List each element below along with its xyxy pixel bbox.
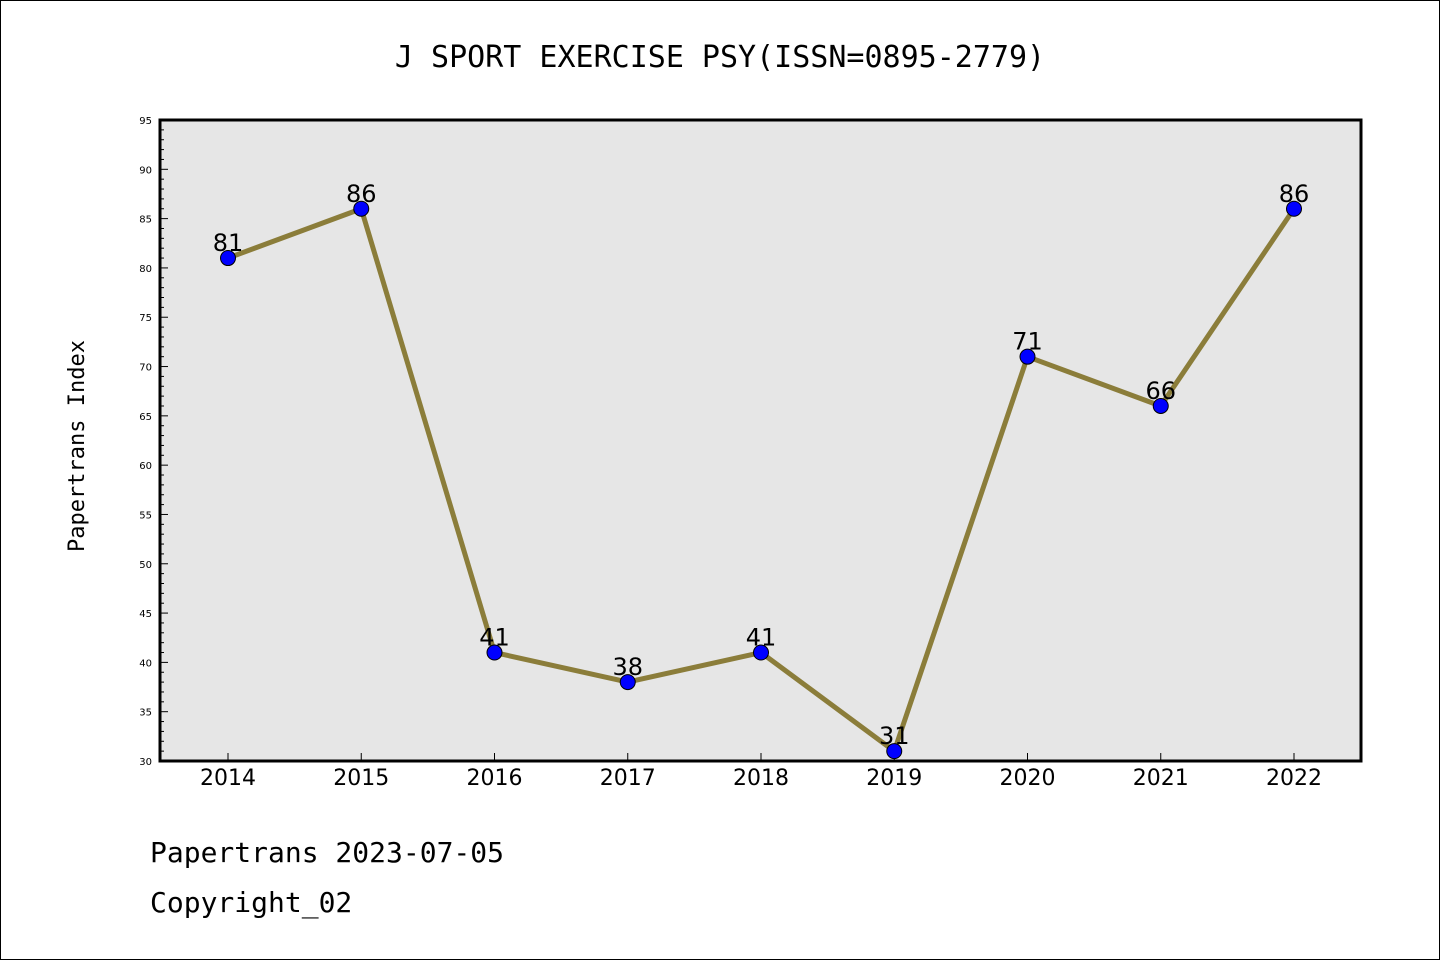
data-point — [1286, 200, 1302, 217]
data-label: 41 — [479, 624, 510, 652]
data-point — [486, 644, 503, 661]
x-tick-label: 2016 — [467, 766, 523, 791]
y-tick-label: 30 — [139, 757, 152, 768]
x-tick-label: 2015 — [333, 766, 389, 791]
y-axis-label: Papertrans Index — [65, 340, 90, 552]
y-tick-label: 75 — [139, 313, 152, 324]
data-point — [886, 743, 903, 760]
y-tick-label: 45 — [139, 609, 152, 620]
data-label: 38 — [612, 653, 643, 681]
data-points — [220, 200, 1302, 760]
y-tick-label: 35 — [139, 708, 152, 719]
y-tick-label: 60 — [139, 461, 152, 472]
y-tick-label: 65 — [139, 412, 152, 423]
y-tick-label: 85 — [139, 215, 152, 226]
data-label: 86 — [346, 180, 377, 208]
y-tick-label: 90 — [139, 165, 152, 176]
data-label: 66 — [1145, 377, 1176, 405]
y-tick-label: 95 — [139, 116, 152, 127]
data-point — [1019, 348, 1036, 365]
data-label: 31 — [879, 722, 910, 750]
data-point — [353, 200, 370, 217]
x-tick-label: 2022 — [1266, 766, 1322, 791]
x-axis: 2014 2015 2016 2017 2018 2019 2020 2021 2022 — [200, 753, 1322, 791]
data-point — [619, 674, 636, 691]
x-tick-label: 2019 — [866, 766, 922, 791]
data-label: 41 — [746, 624, 777, 652]
data-point — [1152, 397, 1169, 414]
x-tick-label: 2020 — [1000, 766, 1056, 791]
y-tick-label: 70 — [139, 363, 152, 374]
x-tick-label: 2021 — [1133, 766, 1189, 791]
y-tick-label: 55 — [139, 510, 152, 521]
y-tick-label: 80 — [139, 264, 152, 275]
footer-copyright: Copyright_02 — [150, 886, 353, 919]
data-label: 71 — [1012, 328, 1043, 356]
x-tick-label: 2014 — [200, 766, 256, 791]
plot-border — [158, 118, 1363, 763]
data-label: 81 — [213, 229, 244, 257]
data-point — [220, 250, 236, 267]
data-label: 86 — [1279, 180, 1310, 208]
x-tick-label: 2017 — [600, 766, 656, 791]
x-tick-label: 2018 — [733, 766, 789, 791]
y-tick-label: 50 — [139, 560, 152, 571]
y-tick-label: 40 — [139, 658, 152, 669]
footer-date: Papertrans 2023-07-05 — [150, 836, 505, 869]
data-point — [753, 644, 769, 661]
chart-title: J SPORT EXERCISE PSY(ISSN=0895-2779) — [395, 40, 1045, 75]
data-labels: 81 86 41 38 41 31 71 66 86 — [213, 180, 1310, 750]
